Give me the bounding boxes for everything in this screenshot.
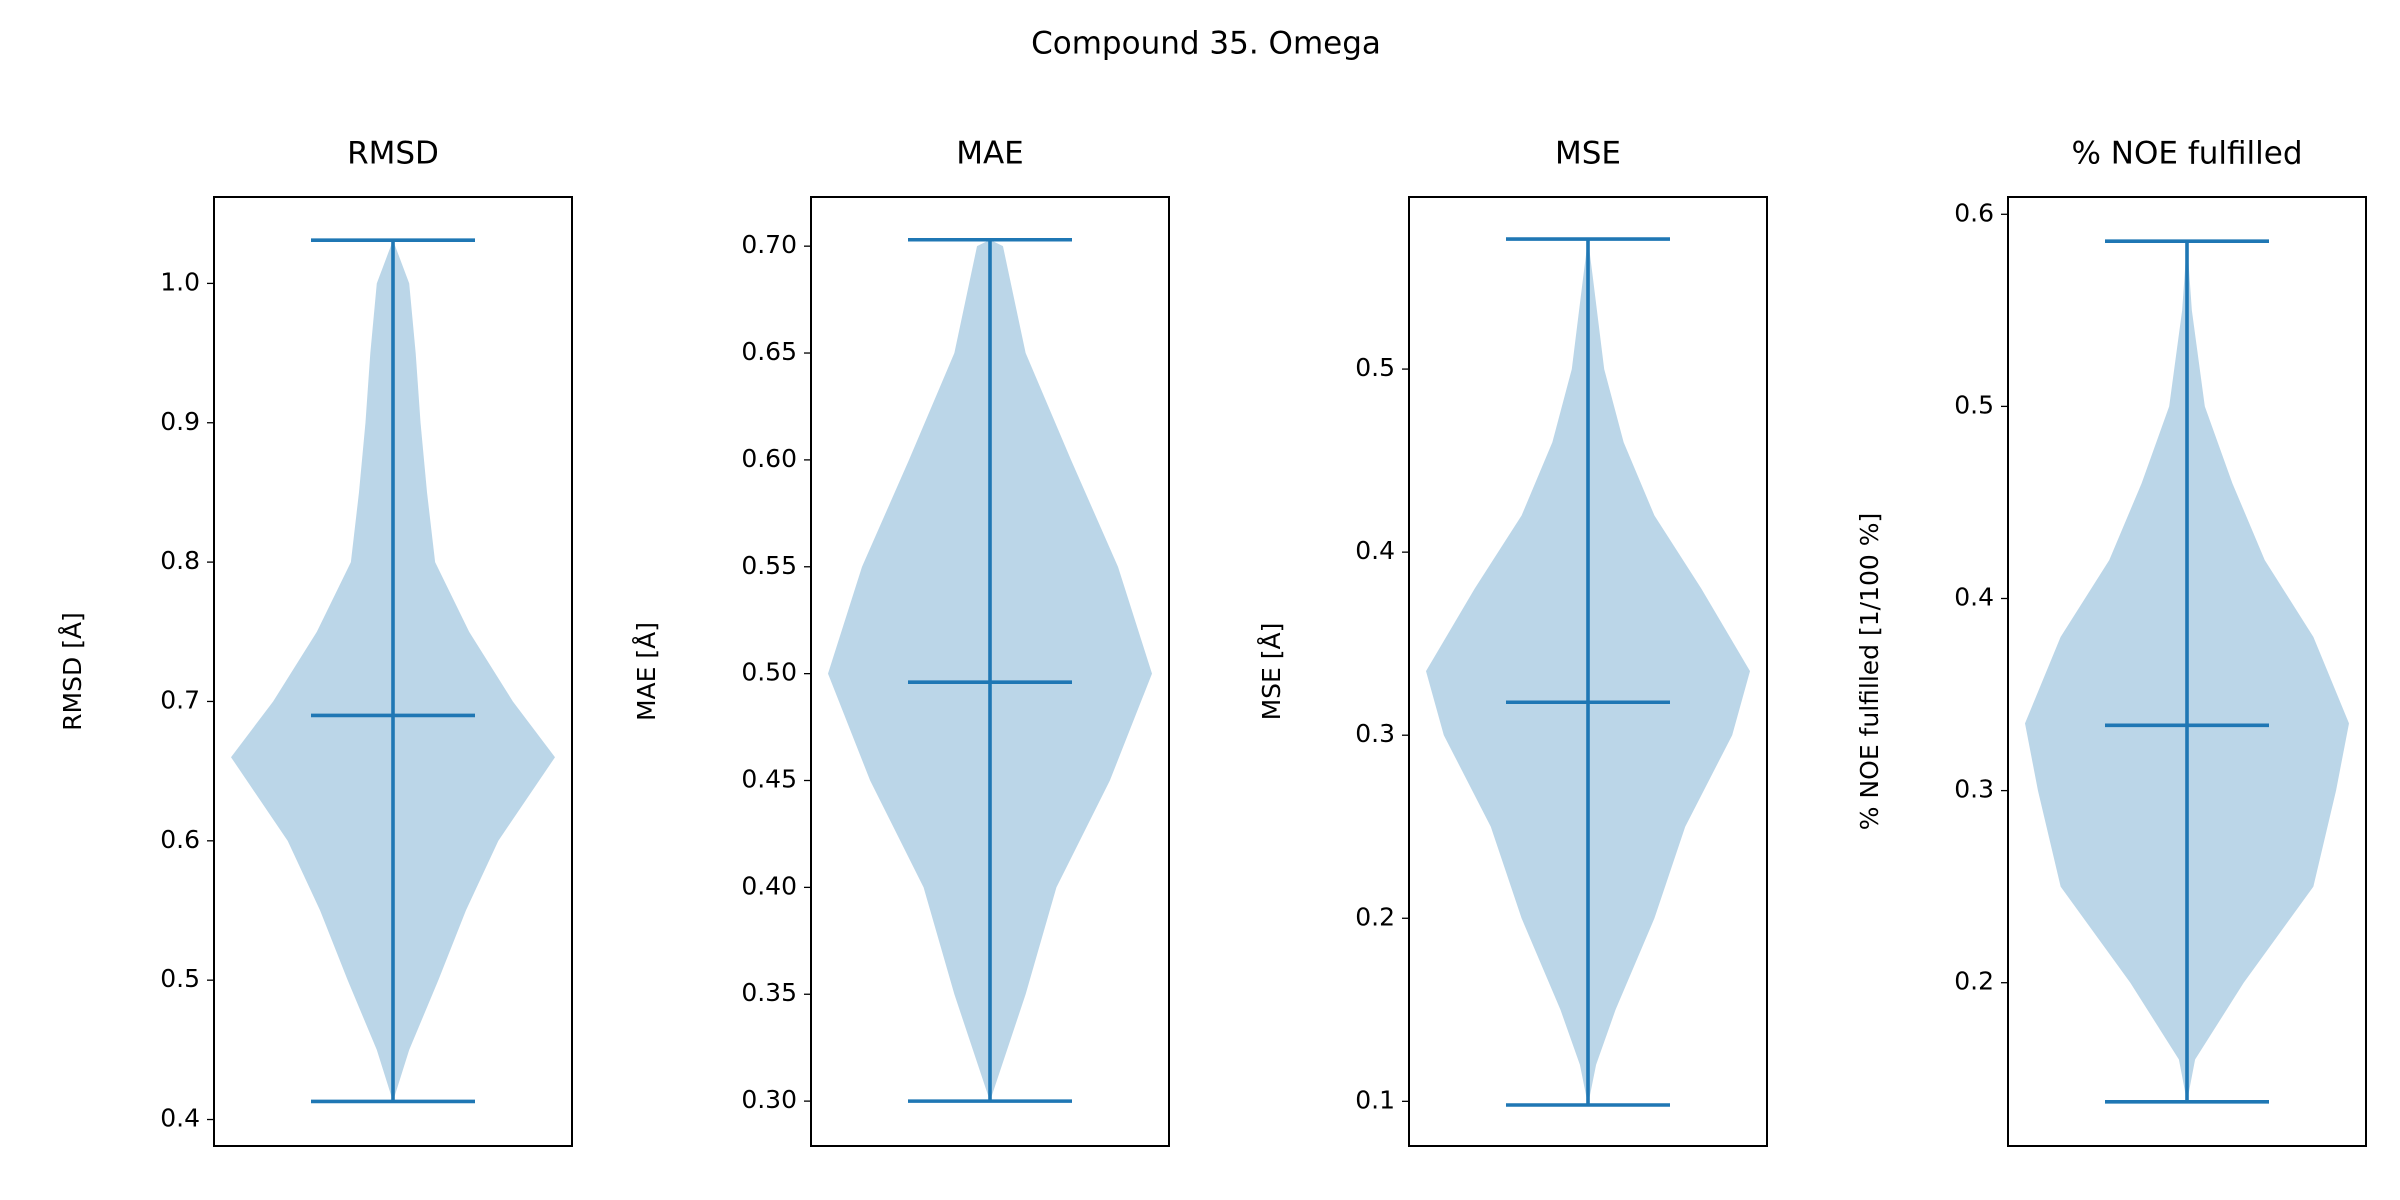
violin-body xyxy=(393,240,555,1102)
violin-body xyxy=(828,239,990,1102)
y-tick-label: 0.55 xyxy=(741,551,797,580)
axes-frame xyxy=(213,196,573,1147)
y-tick-label: 0.50 xyxy=(741,658,797,687)
violin-body xyxy=(1588,239,1750,1105)
violin-body xyxy=(231,240,393,1102)
y-tick-label: 0.70 xyxy=(741,230,797,259)
y-tick-label: 0.30 xyxy=(741,1085,797,1114)
subplot-title: MSE xyxy=(1555,136,1621,172)
y-tick-label: 0.6 xyxy=(160,825,200,854)
y-tick-label: 0.6 xyxy=(1954,198,1994,227)
y-tick-label: 0.65 xyxy=(741,337,797,366)
axes-frame xyxy=(810,196,1170,1147)
y-axis-label: MAE [Å] xyxy=(632,622,661,721)
y-axis-label: % NOE fulfilled [1/100 %] xyxy=(1855,513,1884,831)
y-tick-label: 0.45 xyxy=(741,765,797,794)
violin-body xyxy=(1426,239,1588,1105)
y-tick-label: 0.3 xyxy=(1954,775,1994,804)
y-tick-label: 0.40 xyxy=(741,871,797,900)
subplot-title: % NOE fulfilled xyxy=(2071,136,2302,172)
y-axis-label: MSE [Å] xyxy=(1257,623,1286,721)
y-tick-label: 0.4 xyxy=(160,1104,200,1133)
axes-frame xyxy=(2007,196,2367,1147)
subplot-title: RMSD xyxy=(347,136,439,172)
violin-body xyxy=(990,239,1152,1102)
axes-frame xyxy=(1408,196,1768,1147)
y-tick-label: 1.0 xyxy=(160,267,200,296)
y-tick-label: 0.5 xyxy=(1355,353,1395,382)
subplot-title: MAE xyxy=(956,136,1024,172)
y-tick-label: 0.35 xyxy=(741,978,797,1007)
y-tick-label: 0.5 xyxy=(160,964,200,993)
y-tick-label: 0.3 xyxy=(1355,719,1395,748)
figure-title: Compound 35. Omega xyxy=(1031,26,1381,62)
y-tick-label: 0.9 xyxy=(160,407,200,436)
y-tick-label: 0.2 xyxy=(1355,902,1395,931)
y-tick-label: 0.1 xyxy=(1355,1085,1395,1114)
y-axis-label: RMSD [Å] xyxy=(58,612,87,731)
y-tick-label: 0.5 xyxy=(1954,390,1994,419)
violin-body xyxy=(2187,241,2349,1102)
y-tick-label: 0.7 xyxy=(160,685,200,714)
y-tick-label: 0.4 xyxy=(1954,583,1994,612)
y-tick-label: 0.60 xyxy=(741,444,797,473)
y-tick-label: 0.2 xyxy=(1954,967,1994,996)
y-tick-label: 0.4 xyxy=(1355,536,1395,565)
y-tick-label: 0.8 xyxy=(160,546,200,575)
violin-body xyxy=(2025,241,2187,1102)
